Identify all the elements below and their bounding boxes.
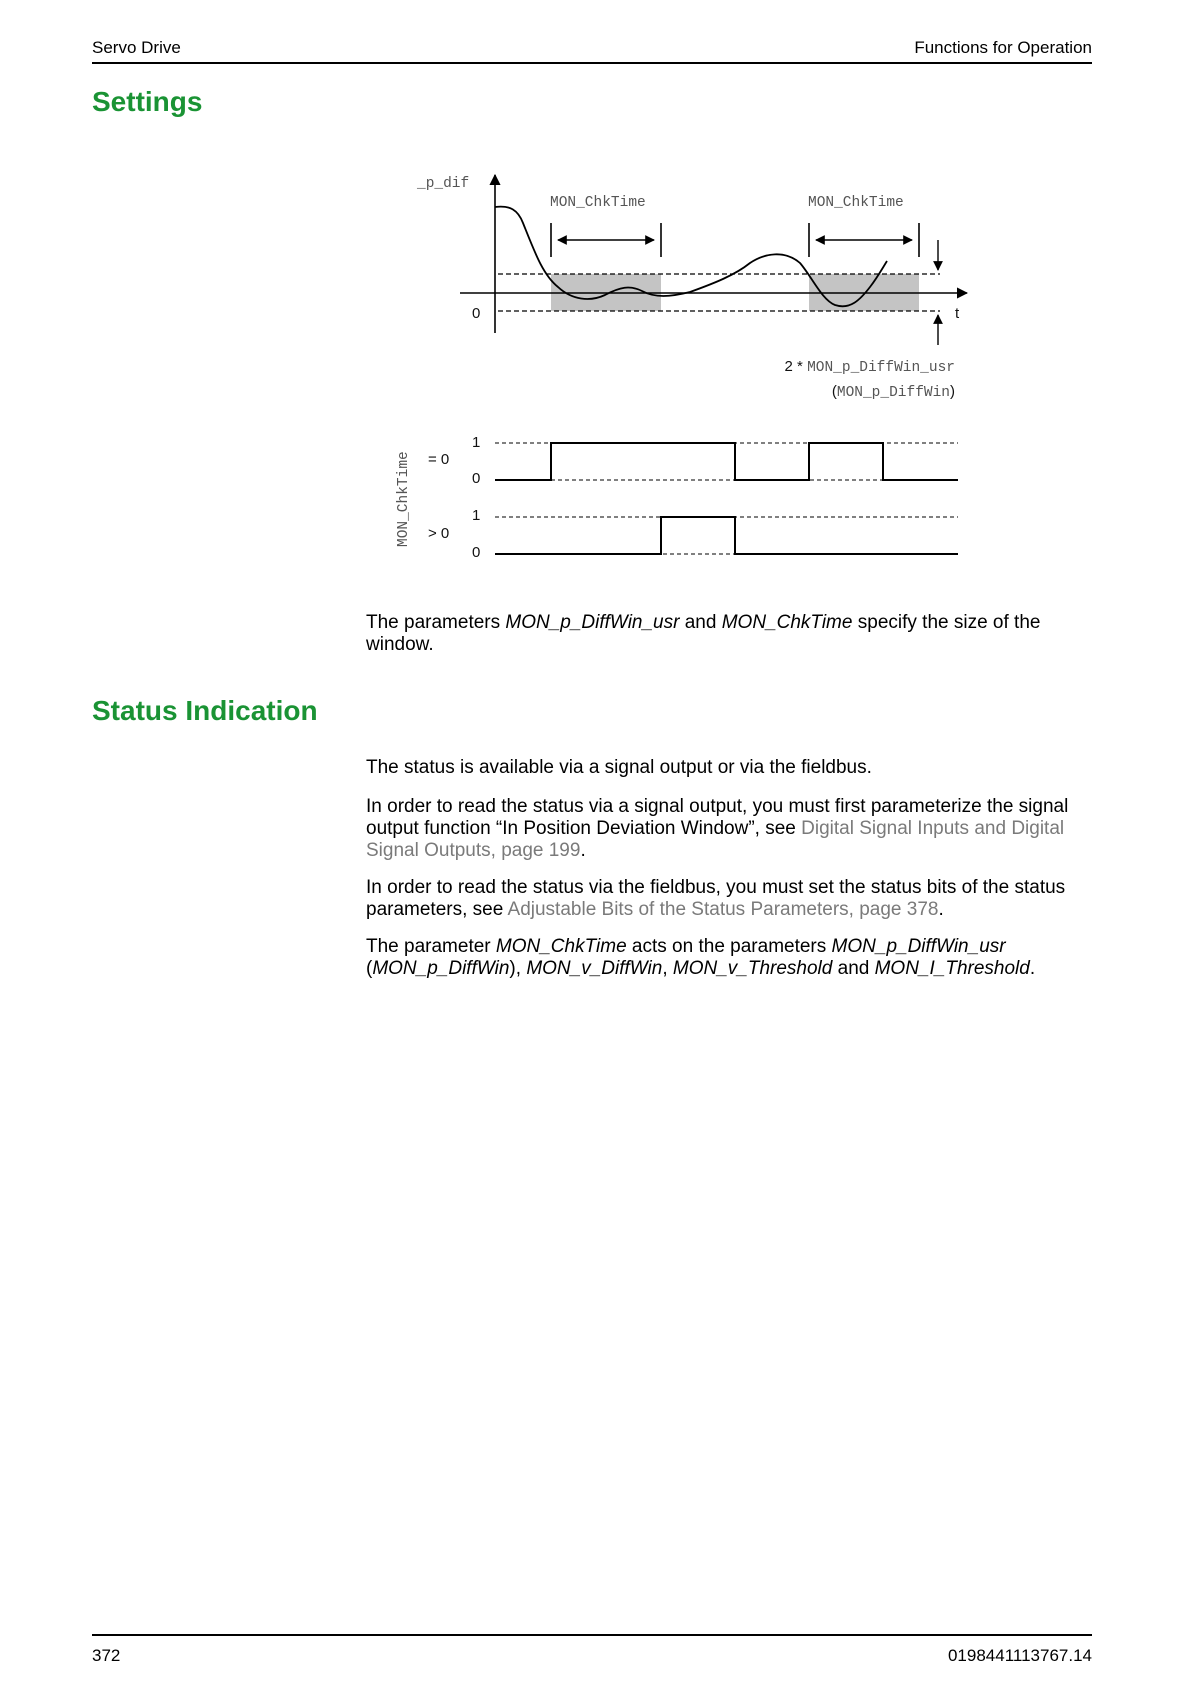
deviation-window-diagram: _p_dif MON_ChkTime MON_ChkTime 0 t 2 * M… [396, 173, 969, 561]
row2-low-label: 0 [472, 544, 480, 561]
footer-doc-id: 0198441113767.14 [947, 1646, 1092, 1665]
link-digital-signal-inputs[interactable]: Digital Signal Inputs and Digital Signal… [366, 818, 1065, 861]
row2-condition: > 0 [428, 525, 449, 542]
y-axis-label: _p_dif [416, 176, 469, 192]
window-label-1: MON_ChkTime [550, 195, 646, 211]
footer-rule [92, 1634, 1092, 1636]
link-adjustable-status-bits[interactable]: Adjustable Bits of the Status Parameters… [507, 899, 939, 920]
settings-paragraph: The parameters MON_p_DiffWin_usr and MON… [366, 612, 1041, 655]
row1-high-label: 1 [472, 434, 480, 451]
position-deviation-curve [494, 205, 888, 308]
row2-high-label: 1 [472, 507, 480, 524]
diffwin-label: 2 * MON_p_DiffWin_usr [785, 358, 955, 376]
status-paragraph-2: In order to read the status via a signal… [366, 796, 1069, 861]
zero-label: 0 [472, 305, 480, 322]
row2-signal [495, 516, 958, 555]
section-heading-settings: Settings [92, 86, 203, 117]
diffwin-alt-label: (MON_p_DiffWin) [832, 383, 955, 401]
status-paragraph-4: The parameter MON_ChkTime acts on the pa… [366, 936, 1036, 979]
footer-page-number: 372 [92, 1646, 121, 1665]
row1-condition: = 0 [428, 451, 449, 468]
row1-signal [495, 442, 958, 481]
vertical-chktime-label: MON_ChkTime [396, 451, 412, 547]
x-axis-label: t [955, 305, 960, 322]
header-rule [92, 62, 1092, 64]
section-heading-status-indication: Status Indication [92, 695, 318, 726]
header-doc-title: Servo Drive [92, 38, 181, 57]
header-chapter-title: Functions for Operation [914, 38, 1092, 57]
row1-low-label: 0 [472, 470, 480, 487]
window-label-2: MON_ChkTime [808, 195, 904, 211]
status-paragraph-3: In order to read the status via the fiel… [366, 877, 1066, 920]
status-paragraph-1: The status is available via a signal out… [366, 757, 872, 778]
